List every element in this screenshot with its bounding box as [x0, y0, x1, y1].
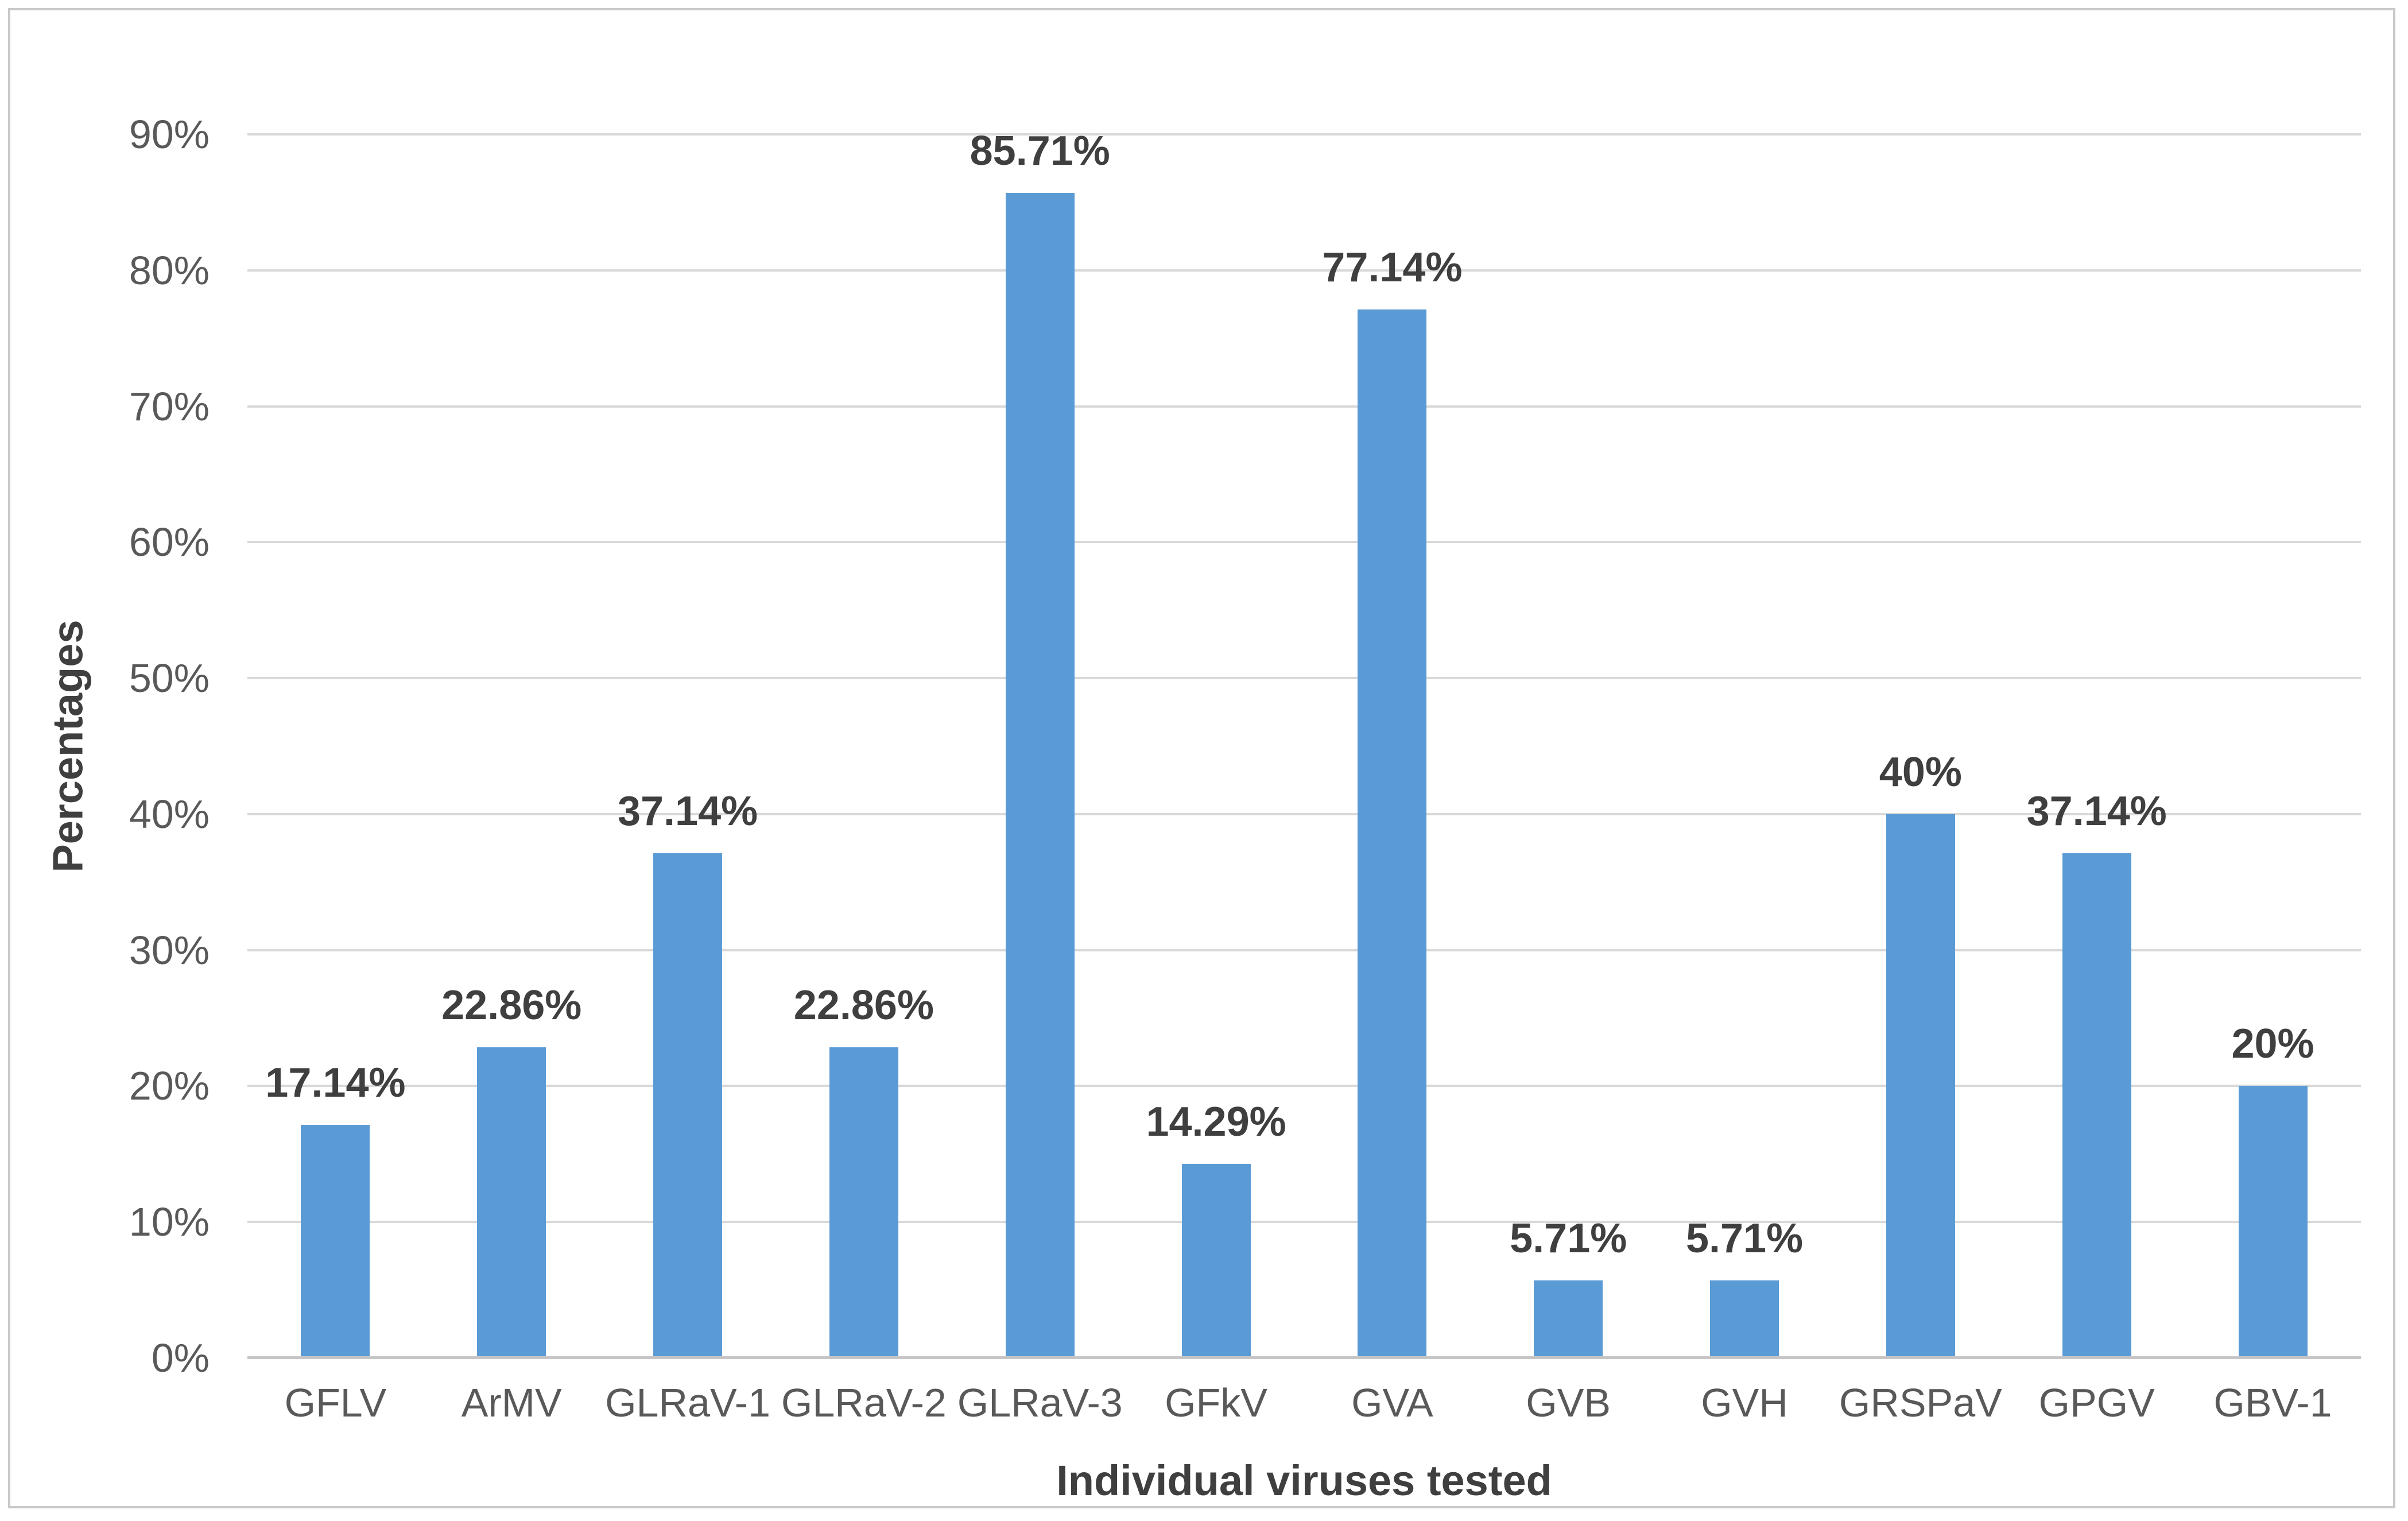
bars-row: 17.14% 22.86% 37.14% 22.86% 85.71% 14.29% 77.1…	[247, 128, 2361, 1358]
bar	[477, 1047, 546, 1358]
y-axis-tick-label: 30%	[129, 927, 210, 973]
y-axis-tick-label: 50%	[129, 656, 210, 701]
plot-area: 17.14% 22.86% 37.14% 22.86% 85.71% 14.29% 77.1…	[247, 128, 2361, 1359]
x-axis-category-label: GPGV	[2038, 1380, 2155, 1425]
y-axis-tick-label: 0%	[151, 1336, 210, 1380]
bar-column: 20%	[2185, 134, 2361, 1358]
y-axis-title-box: Percentages	[28, 134, 108, 1358]
bar	[301, 1125, 370, 1358]
bar-data-label: 22.86%	[793, 982, 934, 1028]
bar-data-label: 40%	[1879, 749, 1962, 795]
bar-column: 37.14%	[600, 134, 776, 1358]
x-axis-category-label: GVB	[1526, 1380, 1611, 1425]
y-axis-tick-label: 40%	[129, 791, 210, 837]
gridline	[247, 133, 2361, 136]
y-axis-tick-label: 70%	[129, 384, 210, 429]
x-axis-category-label: GFLV	[284, 1380, 387, 1425]
gridline	[247, 812, 2361, 815]
bar-column: 77.14%	[1304, 134, 1480, 1358]
bar-column: 17.14%	[247, 134, 424, 1358]
x-axis-category-label: GVH	[1701, 1380, 1788, 1425]
gridline	[247, 677, 2361, 680]
x-axis-category-label: GFkV	[1165, 1380, 1267, 1425]
x-axis-category-label: GLRaV-1	[605, 1380, 771, 1425]
bar-data-label: 5.71%	[1510, 1215, 1627, 1261]
x-axis-category-label: GRSPaV	[1839, 1380, 2002, 1425]
bar	[2062, 853, 2131, 1358]
bar	[1886, 814, 1955, 1358]
y-axis-tick-label: 10%	[129, 1199, 210, 1245]
gridline	[247, 405, 2361, 408]
x-axis-title: Individual viruses tested	[1056, 1457, 1552, 1504]
x-axis-category-label: GBV-1	[2213, 1380, 2332, 1425]
x-axis-category-label: GLRaV-2	[781, 1380, 947, 1425]
gridline	[247, 269, 2361, 272]
y-axis-tick-label: 80%	[129, 247, 210, 293]
bar-data-label: 5.71%	[1685, 1215, 1804, 1261]
bar	[1358, 309, 1427, 1358]
bar-data-label: 14.29%	[1146, 1098, 1286, 1145]
y-axis-tick-label: 60%	[129, 520, 210, 565]
x-axis-line	[247, 1356, 2361, 1359]
bar-column: 85.71%	[952, 128, 1128, 1358]
bar	[1005, 192, 1075, 1358]
bar-column: 5.71%	[1480, 134, 1657, 1358]
x-axis-category-label: ArMV	[461, 1380, 562, 1425]
bar-column: 14.29%	[1128, 134, 1304, 1358]
bar-column: 5.71%	[1657, 134, 1833, 1358]
bar-data-label: 85.71%	[970, 127, 1110, 174]
chart-frame: Percentages 17.14% 22.86% 37.14% 22.86% 85.7…	[8, 8, 2395, 1508]
bar-column: 22.86%	[775, 134, 952, 1358]
bar-column: 37.14%	[2008, 134, 2185, 1358]
bar-data-label: 37.14%	[2026, 788, 2167, 834]
x-axis-category-label: GLRaV-3	[957, 1380, 1123, 1425]
bar-data-label: 17.14%	[265, 1060, 406, 1106]
bar-data-label: 22.86%	[441, 982, 582, 1028]
bar-column: 40%	[1832, 134, 2008, 1358]
bar	[2238, 1086, 2308, 1358]
y-axis-tick-label: 20%	[129, 1063, 210, 1109]
bar	[1710, 1280, 1779, 1358]
y-axis-tick-label: 90%	[129, 112, 210, 157]
x-axis-category-label: GVA	[1351, 1380, 1433, 1425]
gridline	[247, 949, 2361, 951]
bar-data-label: 77.14%	[1322, 244, 1463, 291]
x-axis-category-labels: GFLV ArMV GLRaV-1 GLRaV-2 GLRaV-3 GFkV GVA GVB G…	[247, 1381, 2361, 1425]
gridline	[247, 541, 2361, 544]
bar-data-label: 20%	[2231, 1021, 2314, 1067]
bar	[1181, 1163, 1251, 1358]
bar	[653, 853, 723, 1358]
bar-column: 22.86%	[424, 134, 600, 1358]
gridline	[247, 1085, 2361, 1087]
bar-data-label: 37.14%	[617, 788, 758, 834]
bar	[1534, 1280, 1603, 1358]
bar	[829, 1047, 898, 1358]
gridline	[247, 1221, 2361, 1224]
